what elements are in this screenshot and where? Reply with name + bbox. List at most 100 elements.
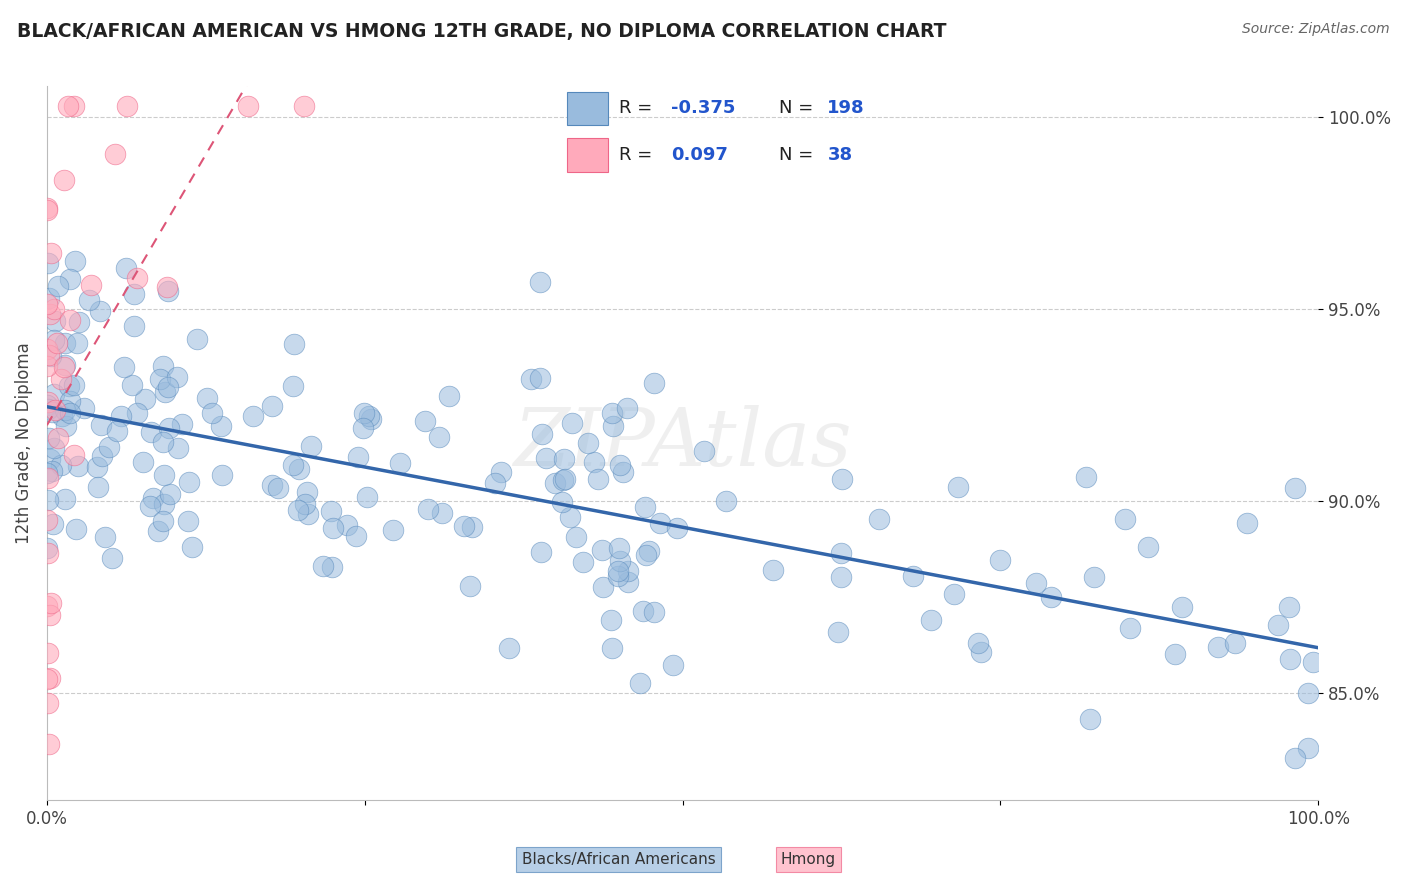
Point bbox=[211, 467, 233, 482]
Point bbox=[159, 487, 181, 501]
Point bbox=[967, 636, 990, 650]
Point bbox=[42, 516, 65, 531]
Point bbox=[127, 270, 149, 285]
Point bbox=[94, 530, 117, 544]
Point bbox=[37, 394, 59, 409]
Point bbox=[650, 516, 672, 531]
Point bbox=[39, 671, 62, 685]
Point bbox=[139, 500, 162, 514]
Point bbox=[156, 279, 179, 293]
Point bbox=[127, 406, 149, 420]
Text: 198: 198 bbox=[827, 100, 865, 118]
Point bbox=[195, 392, 218, 406]
Point bbox=[63, 254, 86, 268]
Point bbox=[35, 201, 58, 215]
Point bbox=[281, 458, 304, 472]
Point bbox=[830, 546, 852, 560]
Point bbox=[543, 475, 565, 490]
Point bbox=[617, 564, 640, 578]
Point bbox=[297, 507, 319, 521]
Point bbox=[201, 406, 224, 420]
Point bbox=[59, 394, 82, 409]
Point bbox=[617, 574, 640, 589]
Point bbox=[44, 441, 66, 455]
Point bbox=[868, 512, 890, 526]
Point bbox=[357, 409, 380, 423]
Point bbox=[153, 497, 176, 511]
Text: Blacks/African Americans: Blacks/African Americans bbox=[522, 852, 716, 867]
Point bbox=[609, 554, 631, 568]
Point bbox=[529, 370, 551, 384]
Point bbox=[572, 555, 595, 569]
Point bbox=[80, 278, 103, 293]
Point bbox=[58, 379, 80, 393]
Text: 38: 38 bbox=[827, 145, 852, 163]
Point bbox=[1206, 640, 1229, 654]
Point bbox=[209, 419, 232, 434]
Point bbox=[612, 465, 634, 479]
Point bbox=[52, 173, 75, 187]
Point bbox=[105, 424, 128, 438]
Point bbox=[186, 332, 208, 346]
Point bbox=[98, 440, 121, 454]
Point bbox=[73, 401, 96, 416]
Point bbox=[152, 435, 174, 450]
Point bbox=[312, 558, 335, 573]
Point bbox=[970, 645, 993, 659]
Point bbox=[283, 337, 305, 351]
Text: 0.097: 0.097 bbox=[671, 145, 728, 163]
Point bbox=[560, 509, 582, 524]
Point bbox=[66, 336, 89, 351]
Point bbox=[86, 459, 108, 474]
Point bbox=[134, 392, 156, 406]
Point bbox=[112, 359, 135, 374]
Point bbox=[1039, 591, 1062, 605]
Point bbox=[347, 450, 370, 464]
Point bbox=[714, 493, 737, 508]
Point bbox=[1137, 540, 1160, 554]
Point bbox=[666, 521, 689, 535]
Point bbox=[66, 459, 89, 474]
Point bbox=[489, 466, 512, 480]
Point bbox=[115, 260, 138, 275]
Point bbox=[1236, 516, 1258, 530]
Point bbox=[1114, 512, 1136, 526]
Point bbox=[1171, 600, 1194, 615]
Point bbox=[35, 513, 58, 527]
Text: R =: R = bbox=[619, 100, 658, 118]
Point bbox=[63, 448, 86, 462]
Point bbox=[260, 399, 283, 413]
Point bbox=[59, 272, 82, 286]
Point bbox=[602, 419, 624, 434]
Point bbox=[53, 335, 76, 350]
Point bbox=[322, 521, 344, 535]
Point bbox=[39, 350, 62, 364]
Point bbox=[636, 548, 658, 562]
Point bbox=[46, 278, 69, 293]
Point bbox=[288, 462, 311, 476]
Text: R =: R = bbox=[619, 145, 658, 163]
Point bbox=[38, 348, 60, 362]
Point bbox=[100, 550, 122, 565]
Point bbox=[86, 480, 108, 494]
Point bbox=[321, 504, 343, 518]
Point bbox=[588, 472, 610, 486]
Point bbox=[600, 640, 623, 655]
Point bbox=[37, 471, 59, 485]
Point bbox=[44, 403, 66, 417]
Point bbox=[609, 458, 631, 472]
Point bbox=[600, 613, 623, 627]
Point bbox=[166, 369, 188, 384]
Point bbox=[110, 409, 132, 423]
Point bbox=[827, 624, 849, 639]
Point bbox=[91, 450, 114, 464]
Point bbox=[335, 518, 357, 533]
Point bbox=[1078, 712, 1101, 726]
Text: Source: ZipAtlas.com: Source: ZipAtlas.com bbox=[1241, 22, 1389, 37]
Point bbox=[1267, 617, 1289, 632]
Point bbox=[281, 378, 304, 392]
Point bbox=[56, 98, 79, 112]
Point bbox=[901, 569, 924, 583]
Point bbox=[565, 531, 588, 545]
Point bbox=[149, 372, 172, 386]
